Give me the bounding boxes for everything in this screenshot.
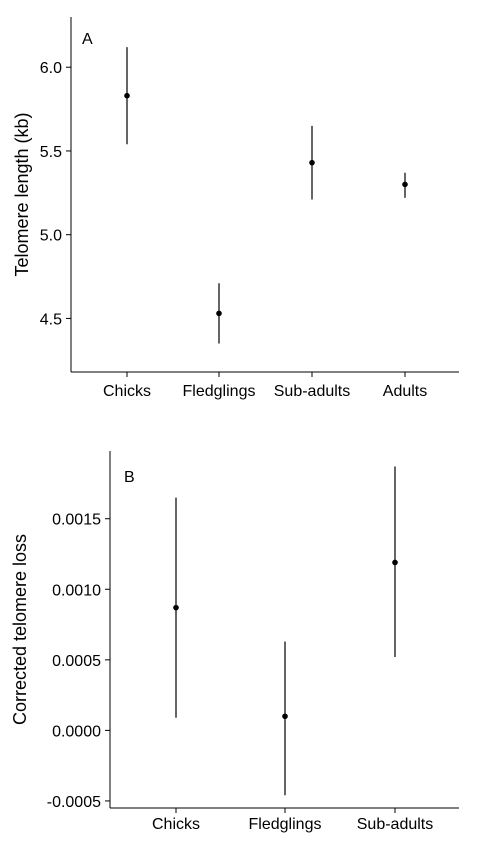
y-tick-label: 0.0015 — [52, 512, 101, 529]
data-point — [402, 181, 408, 188]
data-point — [282, 713, 288, 720]
x-tick-label: Chicks — [152, 816, 200, 833]
data-point — [124, 92, 130, 99]
panel-b: -0.0005 0.0000 0.0005 0.0010 0.0015 Chicks Fle… — [10, 451, 459, 833]
y-axis-title: Telomere length (kb) — [12, 112, 32, 276]
data-point — [392, 559, 398, 566]
data-point — [216, 310, 222, 317]
panel-a: 4.5 5.0 5.5 6.0 Chicks Fledglings Sub-adults Ad… — [12, 17, 459, 400]
y-tick-label: 0.0005 — [52, 653, 101, 670]
x-tick-label: Sub-adults — [274, 383, 351, 400]
y-axis-title: Corrected telomere loss — [10, 534, 30, 725]
y-tick-label: 0.0000 — [52, 723, 101, 740]
panel-label: A — [82, 31, 93, 48]
data-point — [173, 604, 179, 611]
x-tick-label: Chicks — [103, 383, 151, 400]
y-tick-label: 5.5 — [40, 144, 62, 161]
x-tick-label: Adults — [383, 383, 427, 400]
data-point — [309, 159, 315, 166]
x-tick-label: Fledglings — [183, 383, 256, 400]
panel-label: B — [124, 469, 135, 486]
y-tick-label: 4.5 — [40, 311, 62, 328]
y-tick-label: 0.0010 — [52, 582, 101, 599]
y-tick-label: 5.0 — [40, 228, 62, 245]
x-tick-label: Sub-adults — [357, 816, 434, 833]
x-tick-label: Fledglings — [249, 816, 322, 833]
y-tick-label: 6.0 — [40, 60, 62, 77]
y-tick-label: -0.0005 — [47, 794, 101, 811]
